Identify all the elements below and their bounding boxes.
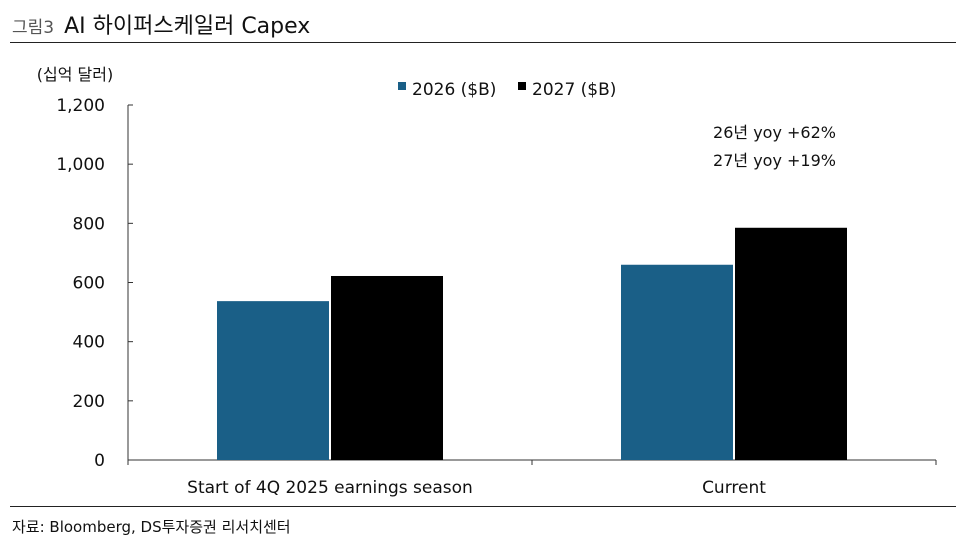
- bottom-rule: [10, 506, 956, 507]
- y-tick-label: 1,000: [56, 155, 105, 175]
- annotation-2027-yoy: 27년 yoy +19%: [713, 151, 836, 170]
- figure-title: AI 하이퍼스케일러 Capex: [64, 14, 311, 39]
- y-tick-label: 800: [73, 214, 105, 234]
- annotation-2026-yoy: 26년 yoy +62%: [713, 123, 836, 142]
- y-tick-label: 1,200: [56, 96, 105, 116]
- source-note: 자료: Bloomberg, DS투자증권 리서치센터: [12, 518, 291, 536]
- bar-2026-current: [621, 264, 733, 460]
- legend-swatch-2026: [398, 82, 406, 90]
- y-tick-label: 0: [94, 451, 105, 471]
- y-tick-label: 600: [73, 274, 105, 294]
- x-category-label: Start of 4Q 2025 earnings season: [187, 478, 473, 498]
- top-rule: [10, 42, 956, 43]
- legend-swatch-2027: [518, 82, 526, 90]
- y-tick-label: 200: [73, 392, 105, 412]
- y-unit-label: (십억 달러): [37, 65, 113, 84]
- bar-2026-start-4q-2025: [217, 301, 329, 460]
- bar-2027-current: [735, 227, 847, 460]
- legend-label-2027: 2027 ($B): [532, 80, 616, 100]
- legend-label-2026: 2026 ($B): [412, 80, 496, 100]
- figure-header: 그림3 AI 하이퍼스케일러 Capex: [12, 8, 311, 39]
- capex-bar-chart: (십억 달러) 2026 ($B) 2027 ($B) 26년 yoy +62%…: [37, 65, 937, 498]
- bar-2027-start-4q-2025: [331, 275, 443, 460]
- y-tick-label: 400: [73, 333, 105, 353]
- bars: [217, 227, 847, 460]
- x-axis: Start of 4Q 2025 earnings season Current: [127, 459, 937, 498]
- x-category-label: Current: [702, 478, 766, 498]
- figure-number: 그림3: [12, 18, 55, 38]
- yoy-annotations: 26년 yoy +62% 27년 yoy +19%: [713, 123, 836, 170]
- y-axis: 0 200 400 600 800 1,000 1,200: [56, 96, 133, 471]
- legend: 2026 ($B) 2027 ($B): [398, 80, 616, 100]
